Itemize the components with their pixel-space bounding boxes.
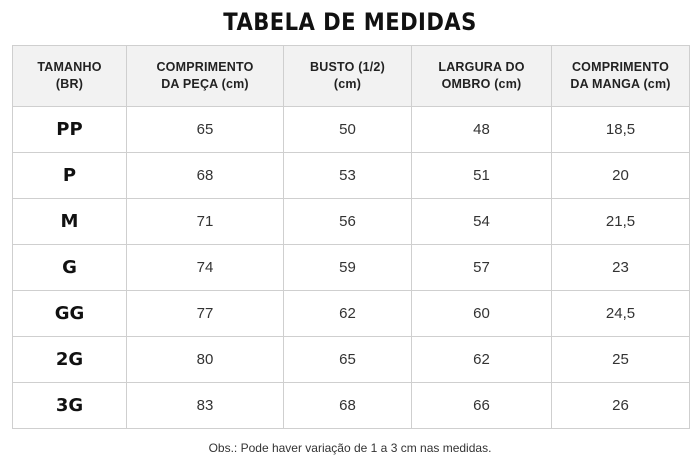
shoulder-value: 51 <box>411 152 552 199</box>
column-header-line: LARGURA DO <box>438 60 525 74</box>
column-header-size: TAMANHO (BR) <box>12 45 127 107</box>
sleeve-value: 18,5 <box>551 106 690 153</box>
length-value: 65 <box>126 106 284 153</box>
column-header-line: BUSTO (1/2) <box>310 60 385 74</box>
column-header-length: COMPRIMENTO DA PEÇA (cm) <box>126 45 284 107</box>
column-header-line: OMBRO (cm) <box>441 77 522 91</box>
table-row: 2G 80 65 62 25 <box>12 336 690 383</box>
table-row: M 71 56 54 21,5 <box>12 198 690 245</box>
footnote: Obs.: Pode haver variação de 1 a 3 cm na… <box>208 441 492 455</box>
size-label: G <box>12 244 127 291</box>
table-header: TAMANHO (BR) COMPRIMENTO DA PEÇA (cm) BU… <box>12 45 690 107</box>
table-row: GG 77 62 60 24,5 <box>12 290 690 337</box>
table-row: G 74 59 57 23 <box>12 244 690 291</box>
bust-value: 65 <box>283 336 412 383</box>
table-row: 3G 83 68 66 26 <box>12 382 690 429</box>
size-label: 2G <box>12 336 127 383</box>
column-header-shoulder: LARGURA DO OMBRO (cm) <box>411 45 552 107</box>
sleeve-value: 24,5 <box>551 290 690 337</box>
length-value: 80 <box>126 336 284 383</box>
length-value: 83 <box>126 382 284 429</box>
column-header-line: COMPRIMENTO <box>156 60 254 74</box>
table-row: PP 65 50 48 18,5 <box>12 106 690 153</box>
shoulder-value: 66 <box>411 382 552 429</box>
size-label: 3G <box>12 382 127 429</box>
bust-value: 53 <box>283 152 412 199</box>
size-table: TAMANHO (BR) COMPRIMENTO DA PEÇA (cm) BU… <box>12 45 690 429</box>
shoulder-value: 57 <box>411 244 552 291</box>
column-header-line: COMPRIMENTO <box>571 60 670 74</box>
column-header-line: (cm) <box>333 77 362 91</box>
length-value: 71 <box>126 198 284 245</box>
size-label: GG <box>12 290 127 337</box>
column-header-line: (BR) <box>55 77 84 91</box>
sleeve-value: 26 <box>551 382 690 429</box>
column-header-bust: BUSTO (1/2) (cm) <box>283 45 412 107</box>
table-row: P 68 53 51 20 <box>12 152 690 199</box>
shoulder-value: 60 <box>411 290 552 337</box>
shoulder-value: 62 <box>411 336 552 383</box>
bust-value: 50 <box>283 106 412 153</box>
shoulder-value: 54 <box>411 198 552 245</box>
bust-value: 68 <box>283 382 412 429</box>
page-title: TABELA DE MEDIDAS <box>223 8 477 36</box>
header-row: TAMANHO (BR) COMPRIMENTO DA PEÇA (cm) BU… <box>12 45 690 107</box>
bust-value: 59 <box>283 244 412 291</box>
sleeve-value: 21,5 <box>551 198 690 245</box>
size-label: P <box>12 152 127 199</box>
sleeve-value: 20 <box>551 152 690 199</box>
size-label: M <box>12 198 127 245</box>
column-header-sleeve: COMPRIMENTO DA MANGA (cm) <box>551 45 690 107</box>
column-header-line: TAMANHO <box>37 60 102 74</box>
length-value: 77 <box>126 290 284 337</box>
sleeve-value: 23 <box>551 244 690 291</box>
shoulder-value: 48 <box>411 106 552 153</box>
bust-value: 56 <box>283 198 412 245</box>
column-header-line: DA PEÇA (cm) <box>161 77 249 91</box>
size-label: PP <box>12 106 127 153</box>
table-body: PP 65 50 48 18,5 P 68 53 51 20 M 71 56 5… <box>12 106 690 429</box>
length-value: 74 <box>126 244 284 291</box>
sleeve-value: 25 <box>551 336 690 383</box>
length-value: 68 <box>126 152 284 199</box>
bust-value: 62 <box>283 290 412 337</box>
column-header-line: DA MANGA (cm) <box>570 77 671 91</box>
